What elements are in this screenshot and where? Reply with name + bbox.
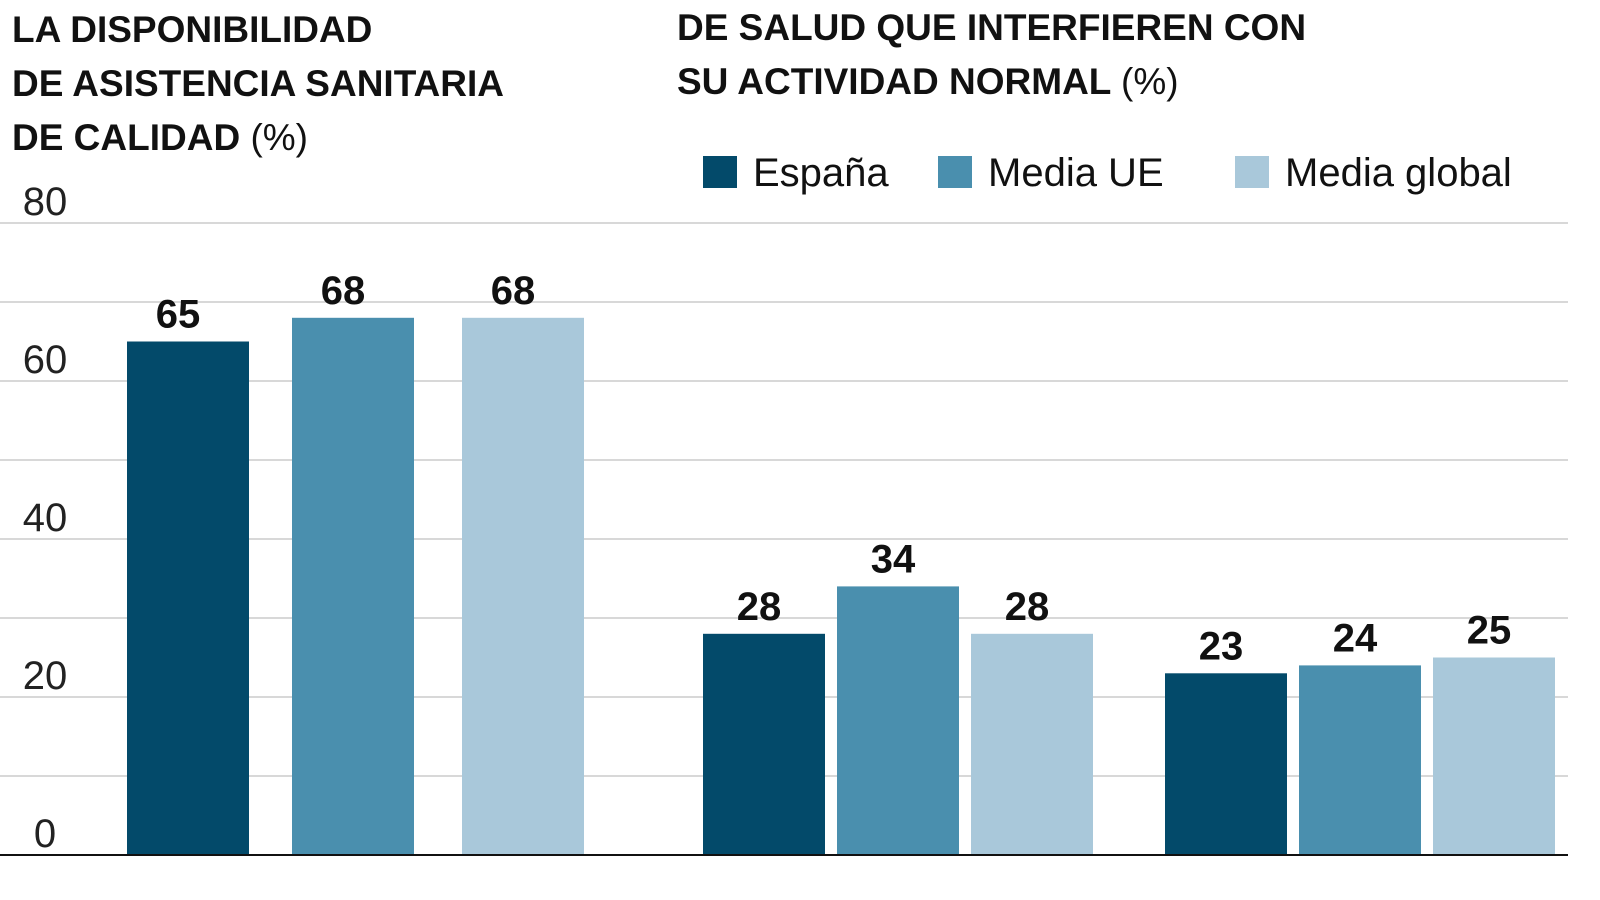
y-tick-label: 80 xyxy=(23,180,68,224)
legend-swatch xyxy=(1235,156,1269,188)
chart-title: DE CALIDAD (%) xyxy=(12,117,308,158)
bar xyxy=(837,586,959,855)
title-line: SU ACTIVIDAD NORMAL xyxy=(677,61,1111,102)
chart-title: SU ACTIVIDAD NORMAL (%) xyxy=(677,61,1179,102)
title-line: DE SALUD QUE INTERFIEREN CON xyxy=(677,7,1306,48)
legend-label: Media UE xyxy=(988,151,1164,195)
title-line: DE ASISTENCIA SANITARIA xyxy=(12,63,504,104)
value-label: 68 xyxy=(491,269,536,313)
bar xyxy=(127,341,249,855)
legend-label: Media global xyxy=(1285,151,1512,195)
legend-swatch xyxy=(703,156,737,188)
value-label: 28 xyxy=(737,585,782,629)
bar xyxy=(703,633,825,855)
value-label: 65 xyxy=(156,293,201,337)
title-unit: (%) xyxy=(1121,61,1179,102)
legend-swatch xyxy=(938,156,972,188)
value-label: 68 xyxy=(321,269,366,313)
chart-title: DE SALUD QUE INTERFIEREN CON xyxy=(677,7,1306,48)
bar xyxy=(1433,657,1555,855)
y-tick-label: 60 xyxy=(23,338,68,382)
bar xyxy=(292,317,414,855)
chart-title: LA DISPONIBILIDAD xyxy=(12,9,372,50)
chart-title: DE ASISTENCIA SANITARIA xyxy=(12,63,504,104)
legend-label: España xyxy=(753,151,889,195)
title-line: LA DISPONIBILIDAD xyxy=(12,9,372,50)
y-tick-label: 0 xyxy=(34,812,56,856)
bar xyxy=(462,317,584,855)
value-label: 25 xyxy=(1467,609,1512,653)
y-tick-label: 20 xyxy=(23,654,68,698)
value-label: 28 xyxy=(1005,585,1050,629)
title-line: DE CALIDAD xyxy=(12,117,240,158)
value-label: 23 xyxy=(1199,624,1244,668)
bar xyxy=(971,633,1093,855)
title-unit: (%) xyxy=(250,117,308,158)
value-label: 34 xyxy=(871,537,916,581)
y-tick-label: 40 xyxy=(23,496,68,540)
bar xyxy=(1165,673,1287,855)
value-label: 24 xyxy=(1333,616,1378,660)
bar xyxy=(1299,665,1421,855)
